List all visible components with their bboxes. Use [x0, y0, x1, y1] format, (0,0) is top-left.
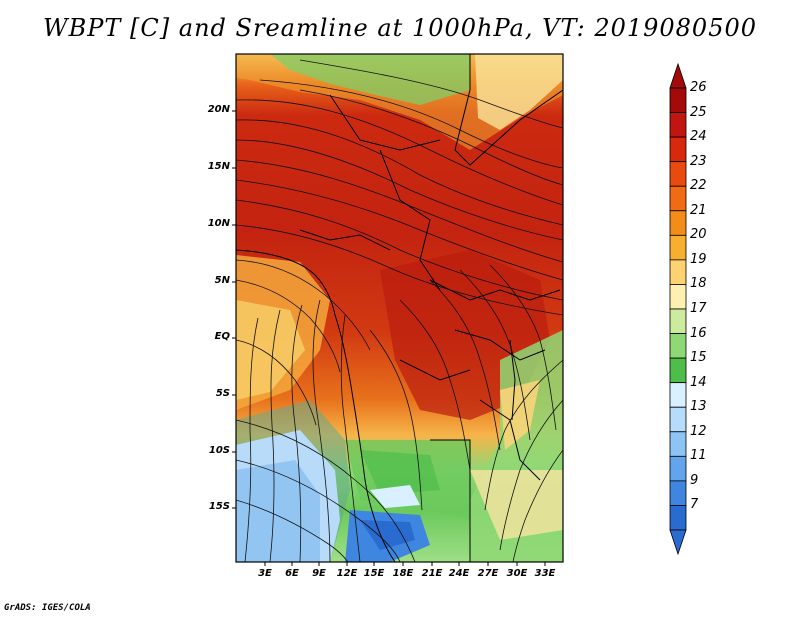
colorbar-segment — [669, 161, 687, 187]
colorbar-label: 18 — [690, 276, 707, 292]
grads-credit: GrADS: IGES/COLA — [4, 603, 91, 613]
colorbar-label: 26 — [690, 80, 707, 95]
map-title: WBPT [C] and Sreamline at 1000hPa, VT: 2… — [42, 14, 758, 42]
colorbar-bottom-arrow — [669, 529, 687, 556]
colorbar-label: 17 — [690, 301, 707, 316]
colorbar-segment — [669, 357, 687, 384]
colorbar-segment — [669, 284, 687, 310]
colorbar-segment — [669, 259, 687, 285]
colorbar-label: 23 — [690, 153, 707, 169]
lat-ticks — [232, 110, 236, 509]
lon-label: 6E — [285, 568, 299, 579]
colorbar-label: 11 — [690, 448, 707, 464]
colorbar-label: 7 — [690, 497, 699, 513]
colorbar-segment — [669, 431, 687, 457]
lon-label: 3E — [258, 568, 272, 579]
lon-label: 9E — [312, 568, 326, 579]
colorbar-top-arrow — [669, 62, 687, 89]
colorbar-segment — [669, 185, 687, 212]
colorbar-segment — [669, 308, 687, 334]
colorbar-label: 15 — [690, 350, 707, 366]
lon-label: 24E — [448, 568, 470, 579]
colorbar-label: 16 — [690, 325, 707, 341]
colorbar-label: 20 — [690, 227, 707, 243]
lat-label: 5S — [215, 388, 230, 399]
colorbar-label: 19 — [690, 251, 707, 267]
lon-label: 30E — [506, 568, 528, 579]
lat-label: 15S — [208, 501, 230, 512]
colorbar-segment — [669, 112, 687, 138]
colorbar-label: 22 — [690, 178, 707, 194]
colorbar-segment — [669, 210, 687, 236]
lon-label: 18E — [392, 568, 414, 579]
lon-label: 33E — [534, 568, 556, 579]
colorbar-segment — [669, 505, 687, 531]
colorbar-segment — [669, 406, 687, 433]
colorbar-segment — [669, 382, 687, 408]
lon-ticks — [264, 562, 546, 566]
lat-label: 5N — [214, 275, 230, 286]
colorbar-label: 12 — [690, 423, 707, 439]
colorbar-label: 21 — [690, 202, 707, 218]
colorbar-segment — [669, 87, 687, 113]
map-frame — [235, 53, 564, 563]
streamlines — [236, 59, 563, 562]
colorbar-segment — [669, 333, 687, 359]
wbpt-field — [236, 54, 563, 562]
colorbar-label: 9 — [690, 472, 699, 488]
colorbar-segment — [669, 480, 687, 506]
colorbar-segment — [669, 234, 687, 261]
lon-label: 15E — [363, 568, 385, 579]
colorbar — [669, 62, 687, 556]
colorbar-label: 14 — [690, 374, 707, 390]
colorbar-segment — [669, 455, 687, 482]
lon-label: 27E — [477, 568, 499, 579]
lat-label: EQ — [214, 331, 230, 342]
lat-label: 10N — [207, 218, 230, 229]
colorbar-label: 13 — [690, 399, 707, 415]
colorbar-segment — [669, 136, 687, 163]
colorbar-label: 24 — [690, 129, 707, 145]
colorbar-label: 25 — [690, 104, 707, 120]
lon-label: 21E — [421, 568, 443, 579]
lon-label: 12E — [336, 568, 358, 579]
lat-label: 15N — [207, 161, 230, 172]
country-borders — [236, 54, 563, 562]
lat-label: 20N — [207, 104, 230, 115]
lat-label: 10S — [208, 445, 230, 456]
